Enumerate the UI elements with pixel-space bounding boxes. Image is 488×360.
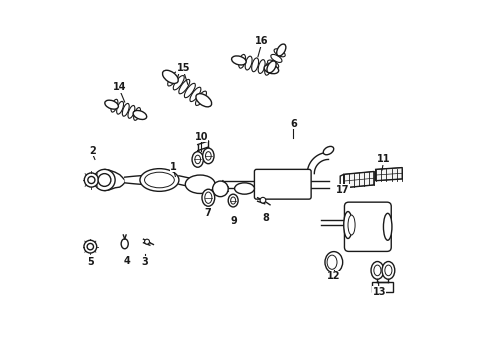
Ellipse shape: [185, 175, 215, 193]
Ellipse shape: [173, 76, 184, 90]
Polygon shape: [104, 169, 124, 191]
Ellipse shape: [144, 172, 174, 188]
Ellipse shape: [244, 56, 252, 70]
Ellipse shape: [196, 94, 211, 107]
Ellipse shape: [104, 100, 118, 109]
Ellipse shape: [189, 87, 201, 102]
FancyBboxPatch shape: [344, 202, 390, 251]
Ellipse shape: [238, 54, 245, 68]
Ellipse shape: [184, 83, 195, 98]
Ellipse shape: [121, 239, 128, 249]
Text: 13: 13: [372, 287, 385, 297]
Ellipse shape: [373, 265, 380, 276]
Ellipse shape: [325, 252, 342, 273]
Text: 16: 16: [254, 36, 268, 46]
Polygon shape: [343, 171, 373, 188]
Text: 5: 5: [87, 257, 94, 267]
Ellipse shape: [273, 49, 285, 57]
Ellipse shape: [228, 194, 238, 207]
Circle shape: [88, 176, 95, 184]
Circle shape: [98, 174, 111, 186]
Ellipse shape: [370, 261, 383, 279]
Ellipse shape: [179, 80, 189, 94]
Ellipse shape: [140, 168, 179, 192]
Ellipse shape: [383, 213, 391, 240]
Text: 2: 2: [89, 146, 96, 156]
Ellipse shape: [111, 99, 118, 112]
Text: 11: 11: [376, 154, 389, 165]
Text: 4: 4: [123, 256, 130, 266]
Text: 17: 17: [336, 185, 349, 195]
Polygon shape: [375, 168, 402, 181]
Circle shape: [94, 169, 115, 191]
Ellipse shape: [128, 105, 135, 118]
Ellipse shape: [133, 111, 146, 120]
Ellipse shape: [270, 54, 282, 62]
Ellipse shape: [381, 261, 394, 279]
FancyBboxPatch shape: [254, 169, 310, 199]
Ellipse shape: [323, 147, 333, 155]
Circle shape: [84, 240, 97, 253]
Ellipse shape: [343, 212, 351, 238]
Ellipse shape: [195, 91, 206, 105]
FancyBboxPatch shape: [371, 282, 392, 292]
Ellipse shape: [204, 192, 211, 203]
Text: 10: 10: [194, 132, 207, 142]
Text: 3: 3: [141, 257, 147, 266]
Ellipse shape: [264, 65, 278, 74]
Ellipse shape: [230, 197, 235, 204]
Text: 8: 8: [262, 213, 269, 223]
Text: 9: 9: [230, 216, 237, 226]
Ellipse shape: [276, 44, 285, 56]
Ellipse shape: [195, 155, 200, 164]
Ellipse shape: [202, 189, 214, 206]
Ellipse shape: [231, 56, 245, 65]
Ellipse shape: [167, 72, 178, 86]
Text: 12: 12: [326, 271, 340, 282]
Ellipse shape: [202, 148, 214, 164]
Ellipse shape: [117, 102, 123, 114]
Ellipse shape: [133, 108, 140, 120]
Text: 15: 15: [177, 63, 190, 73]
Ellipse shape: [251, 58, 258, 72]
Text: 14: 14: [113, 82, 126, 92]
Ellipse shape: [266, 61, 276, 73]
Circle shape: [84, 173, 98, 187]
Ellipse shape: [267, 60, 278, 68]
Ellipse shape: [205, 152, 211, 160]
Ellipse shape: [234, 183, 254, 194]
Text: 7: 7: [203, 208, 210, 217]
Circle shape: [87, 243, 93, 250]
Ellipse shape: [326, 255, 336, 269]
Ellipse shape: [264, 62, 271, 75]
Ellipse shape: [384, 265, 391, 276]
Circle shape: [212, 181, 228, 197]
Ellipse shape: [258, 60, 264, 73]
Polygon shape: [340, 174, 343, 188]
Circle shape: [144, 239, 149, 244]
Ellipse shape: [192, 152, 203, 167]
Ellipse shape: [122, 103, 129, 116]
Ellipse shape: [347, 215, 354, 235]
Text: 1: 1: [170, 162, 177, 171]
Ellipse shape: [162, 70, 178, 84]
Circle shape: [260, 197, 265, 203]
Text: 6: 6: [289, 119, 296, 129]
